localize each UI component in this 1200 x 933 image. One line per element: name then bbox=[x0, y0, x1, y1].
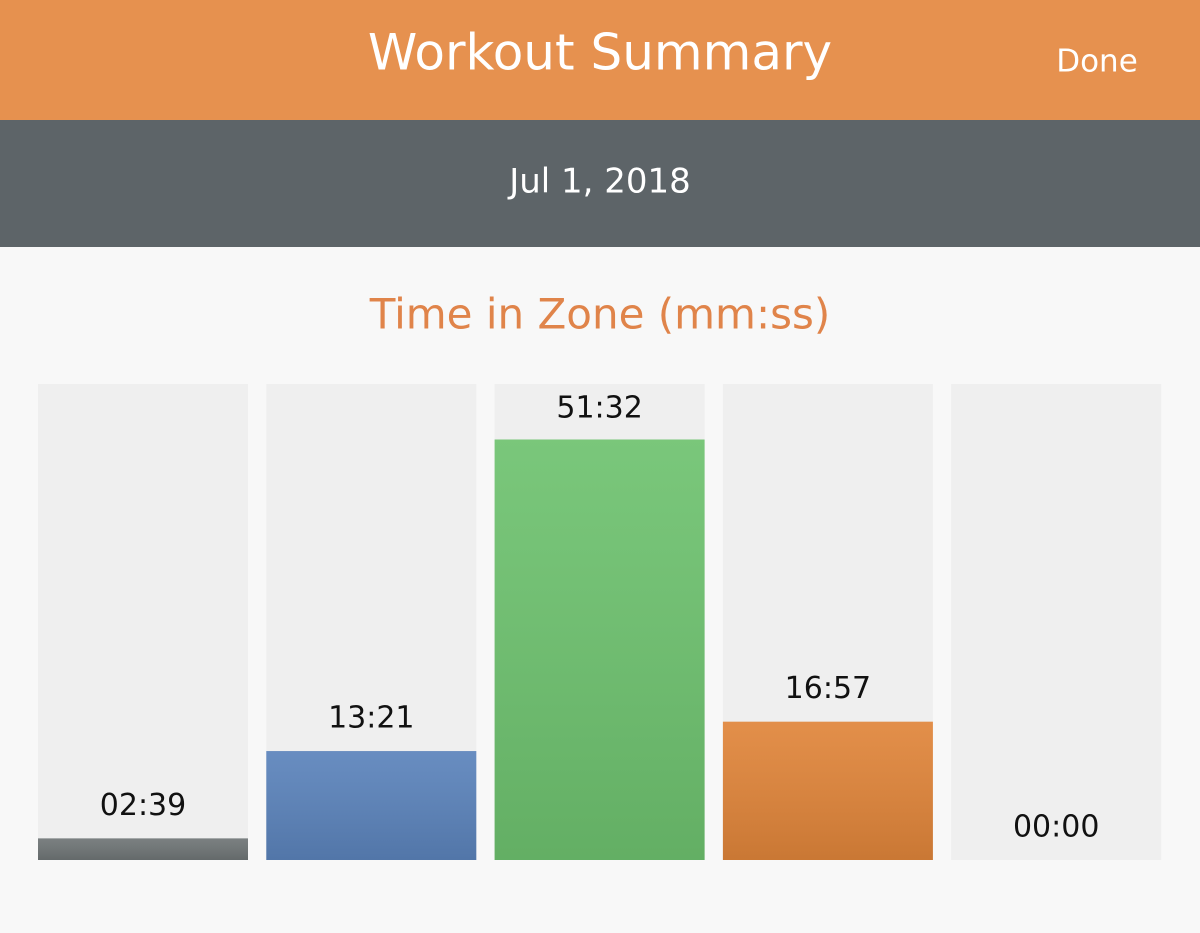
nav-bar bbox=[0, 0, 1200, 120]
date: Jul 1, 2018 bbox=[507, 162, 691, 202]
value-label: 00:00 bbox=[1013, 810, 1099, 845]
value-label: 51:32 bbox=[556, 391, 642, 426]
done-button[interactable]: Done bbox=[1056, 44, 1138, 80]
chart-title: Time in Zone (mm:ss) bbox=[369, 290, 831, 339]
bar-shade bbox=[38, 838, 248, 860]
bar-shade bbox=[266, 751, 477, 860]
nav-title: Workout Summary bbox=[368, 24, 832, 82]
value-label: 13:21 bbox=[328, 701, 414, 736]
column-background bbox=[951, 384, 1162, 860]
value-label: 16:57 bbox=[785, 671, 871, 706]
date-bar bbox=[0, 120, 1200, 247]
bar-shade bbox=[494, 439, 705, 860]
bar-shade bbox=[722, 721, 933, 860]
value-label: 02:39 bbox=[100, 788, 186, 823]
column-background bbox=[38, 384, 248, 860]
